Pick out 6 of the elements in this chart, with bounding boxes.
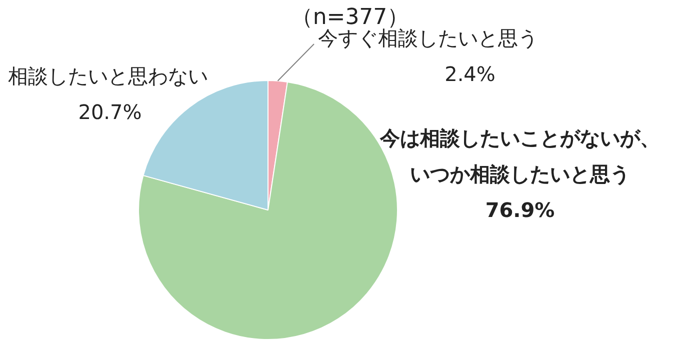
data-label: 2.4% [444,62,496,86]
data-label: 20.7% [78,100,142,124]
data-label: 76.9% [485,198,555,222]
chart-title: （n=377） [290,4,410,30]
slice-label: 相談したいと思わない [8,64,208,88]
slice-label: 今は相談したいことがないが、いつか相談したいと思う [379,126,660,186]
